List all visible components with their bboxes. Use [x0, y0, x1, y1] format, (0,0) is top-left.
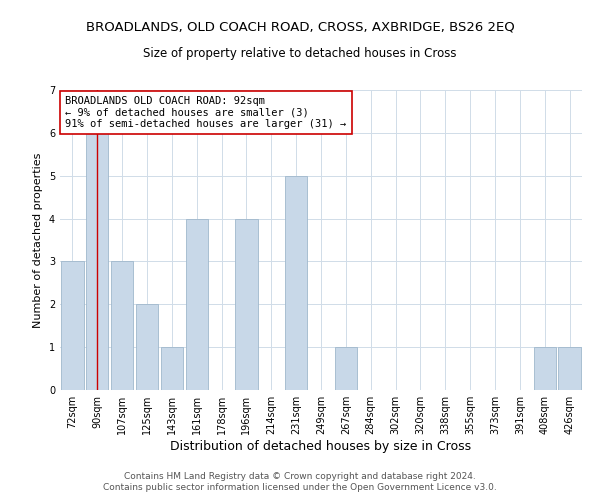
Bar [86, 133, 109, 390]
Bar [285, 176, 307, 390]
Text: BROADLANDS, OLD COACH ROAD, CROSS, AXBRIDGE, BS26 2EQ: BROADLANDS, OLD COACH ROAD, CROSS, AXBRI… [86, 20, 514, 33]
Text: Contains HM Land Registry data © Crown copyright and database right 2024.: Contains HM Land Registry data © Crown c… [124, 472, 476, 481]
Bar [61, 262, 83, 390]
Text: Size of property relative to detached houses in Cross: Size of property relative to detached ho… [143, 48, 457, 60]
X-axis label: Distribution of detached houses by size in Cross: Distribution of detached houses by size … [170, 440, 472, 453]
Bar [185, 218, 208, 390]
Y-axis label: Number of detached properties: Number of detached properties [34, 152, 43, 328]
Bar [161, 347, 183, 390]
Bar [111, 262, 133, 390]
Bar [533, 347, 556, 390]
Bar [235, 218, 257, 390]
Text: Contains public sector information licensed under the Open Government Licence v3: Contains public sector information licen… [103, 483, 497, 492]
Text: BROADLANDS OLD COACH ROAD: 92sqm
← 9% of detached houses are smaller (3)
91% of : BROADLANDS OLD COACH ROAD: 92sqm ← 9% of… [65, 96, 346, 129]
Bar [136, 304, 158, 390]
Bar [559, 347, 581, 390]
Bar [335, 347, 357, 390]
